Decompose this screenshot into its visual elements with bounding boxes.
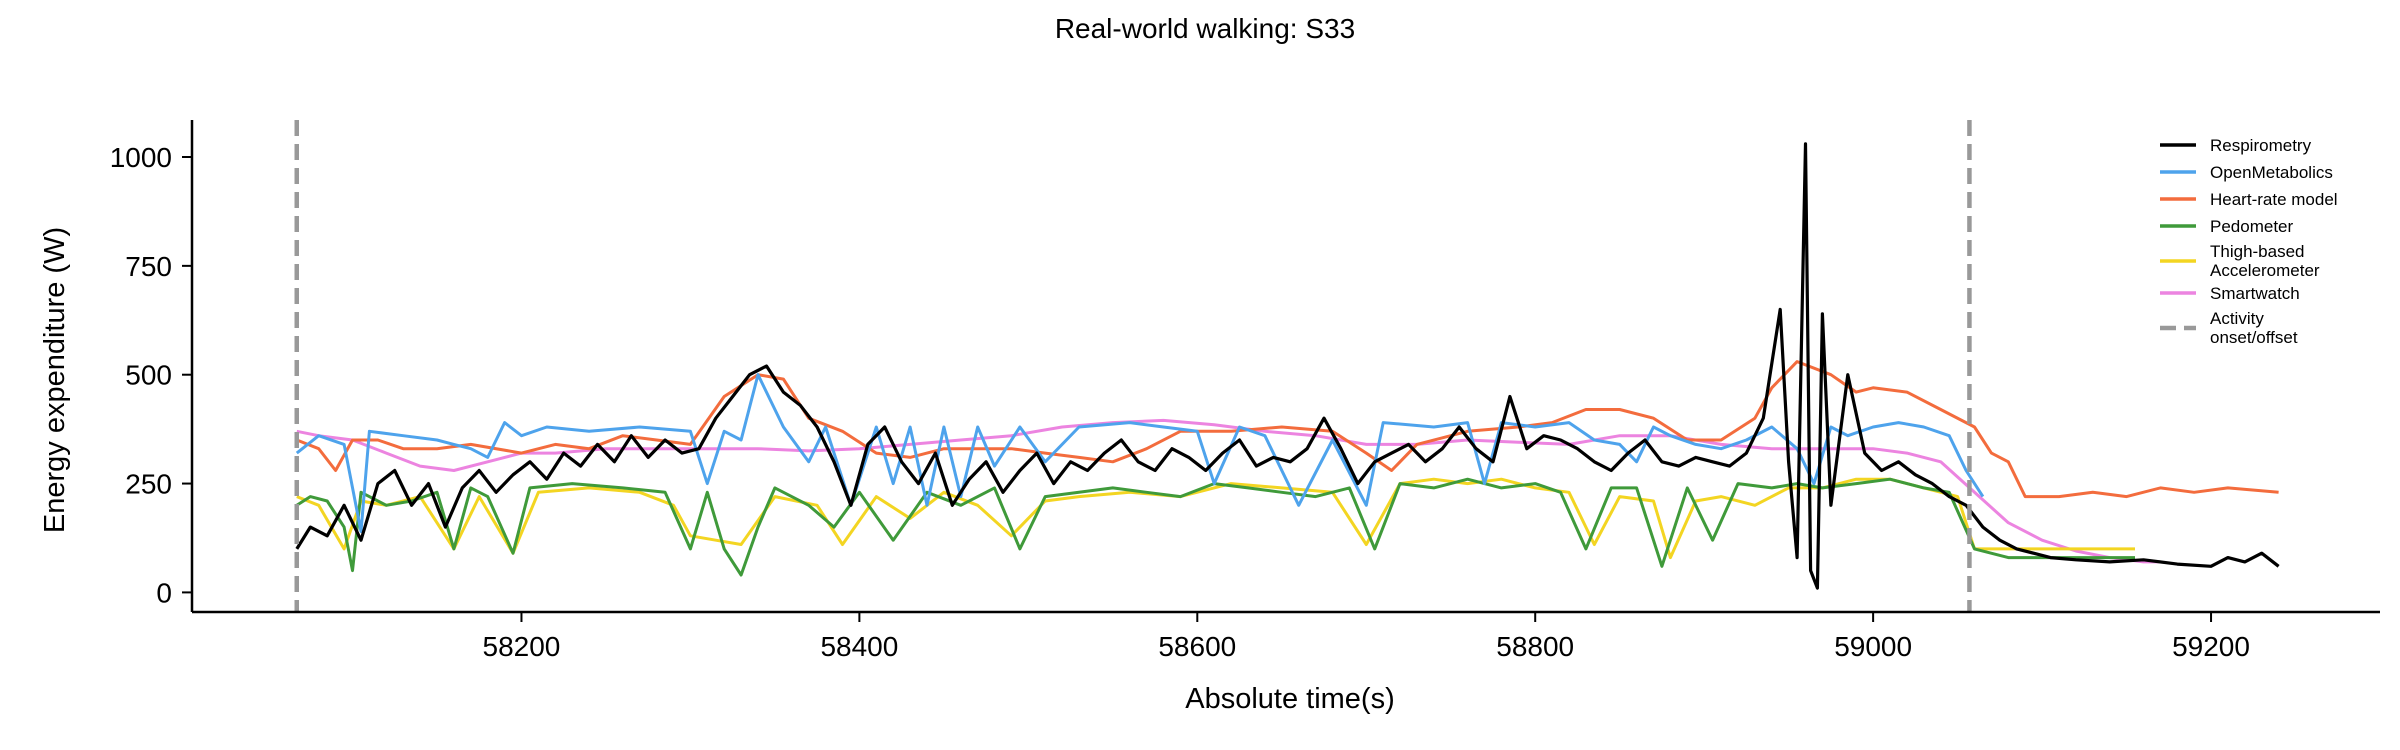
y-tick-label: 750	[125, 251, 172, 282]
y-tick-label: 1000	[110, 142, 172, 173]
series-line-openmetabolics	[295, 373, 1985, 533]
chart-title: Real-world walking: S33	[1055, 13, 1355, 44]
series-line-smartwatch	[296, 418, 2161, 564]
series-line-thigh-based-accelerometer	[296, 477, 2135, 560]
series-line-pedometer	[295, 477, 2135, 577]
x-tick-label: 58200	[483, 631, 561, 662]
series-line-heart-rate-model	[296, 360, 2279, 499]
y-tick-label: 500	[125, 360, 172, 391]
axes: 58200 58400 58600 58800 59000 59200 0 250 500 75…	[110, 120, 2380, 662]
legend-label-line: Thigh-based	[2210, 242, 2305, 261]
series-line-respirometry	[295, 142, 2280, 590]
y-axis-label: Energy expenditure (W)	[39, 227, 71, 533]
x-tick-label: 58400	[820, 631, 898, 662]
x-tick-label: 58800	[1496, 631, 1574, 662]
y-ticks: 0 250 500 750 1000	[110, 142, 192, 608]
x-tick-label: 58600	[1158, 631, 1236, 662]
x-tick-label: 59000	[1834, 631, 1912, 662]
y-tick-label: 0	[156, 577, 172, 608]
legend-label: Heart-rate model	[2210, 190, 2338, 209]
legend-label-line: Activity	[2210, 309, 2264, 328]
legend-label: OpenMetabolics	[2210, 163, 2333, 182]
legend-label: Respirometry	[2210, 136, 2312, 155]
x-ticks: 58200 58400 58600 58800 59000 59200	[483, 612, 2250, 662]
legend-label-line: onset/offset	[2210, 328, 2298, 347]
legend-label-line: Accelerometer	[2210, 261, 2320, 280]
legend: Respirometry OpenMetabolics Heart-rate mod…	[2160, 136, 2338, 347]
legend-label: Thigh-based Accelerometer	[2210, 242, 2320, 280]
x-axis-label: Absolute time(s)	[1185, 683, 1395, 715]
x-tick-label: 59200	[2172, 631, 2250, 662]
legend-label: Activity onset/offset	[2210, 309, 2298, 347]
plot-area	[294, 120, 2280, 612]
y-tick-label: 250	[125, 469, 172, 500]
legend-label: Pedometer	[2210, 217, 2293, 236]
legend-label: Smartwatch	[2210, 284, 2300, 303]
